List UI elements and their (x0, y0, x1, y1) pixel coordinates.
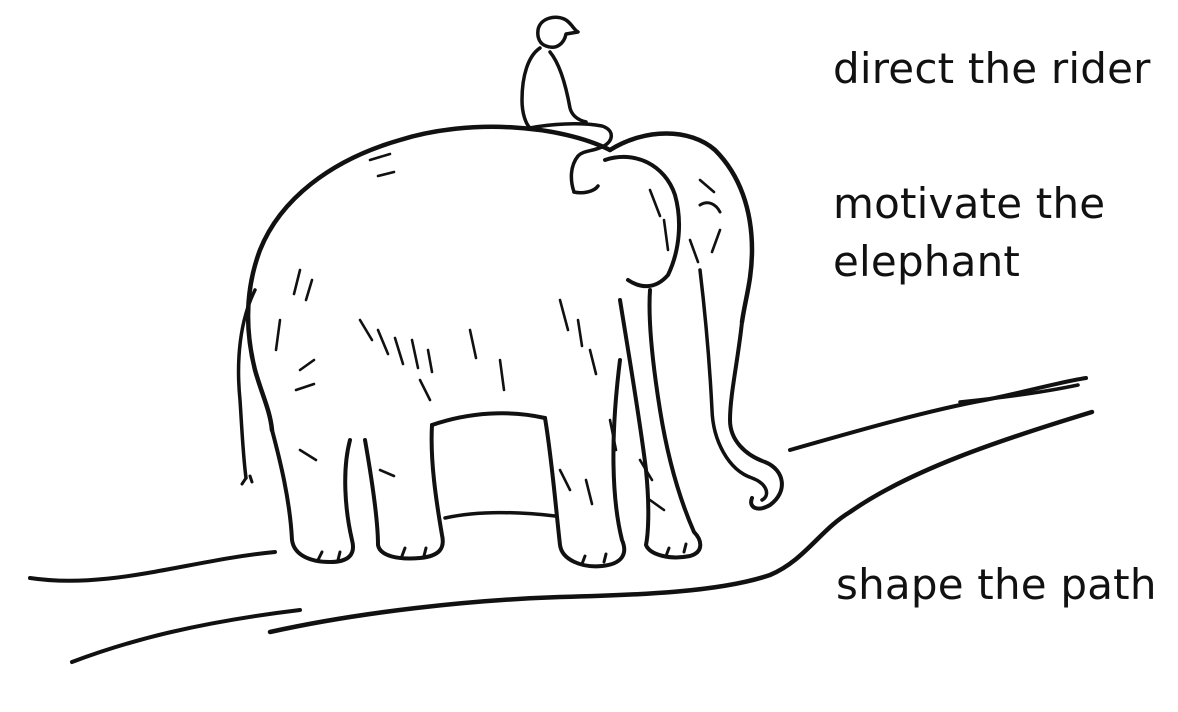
path-top-edge (28, 550, 277, 583)
elephant-ear (603, 154, 682, 289)
elephant-trunk-inner (698, 268, 769, 502)
elephant-tail (236, 288, 257, 480)
path-bottom-edge (267, 409, 1095, 635)
rider-back-arm (548, 50, 588, 124)
path-illustration (28, 376, 1095, 664)
elephant-front-leg-left (543, 358, 627, 569)
rider-legs (528, 122, 613, 194)
elephant-illustration (236, 124, 784, 569)
rider-body (520, 46, 542, 130)
shape-the-path-label: shape the path (836, 560, 1157, 609)
elephant-rear-leg-back (270, 428, 355, 564)
rider-foot (572, 184, 600, 195)
rider-head (536, 15, 580, 49)
direct-the-rider-label: direct the rider (833, 44, 1151, 93)
path-far-edge (70, 608, 302, 664)
elephant-head (607, 131, 755, 325)
path-ground-line (443, 510, 557, 520)
path-right-stroke (958, 383, 1080, 404)
elephant-belly (430, 411, 547, 427)
motivate-the-elephant-label-line2: elephant (833, 237, 1021, 286)
path-top-edge-right (788, 376, 1088, 452)
elephant-front-leg-right (618, 288, 703, 560)
elephant-tail-tuft (240, 474, 254, 486)
elephant-trunk (728, 320, 784, 511)
elephant-body-outline (245, 124, 613, 433)
elephant-rear-leg-front (363, 423, 445, 561)
elephant-eye (698, 201, 722, 214)
motivate-the-elephant-label: motivate the elephant (833, 175, 1105, 291)
elephant-wrinkles (274, 152, 722, 512)
motivate-the-elephant-label-line1: motivate the (833, 179, 1106, 228)
rider-illustration (520, 15, 613, 195)
elephant-toes (316, 542, 688, 566)
